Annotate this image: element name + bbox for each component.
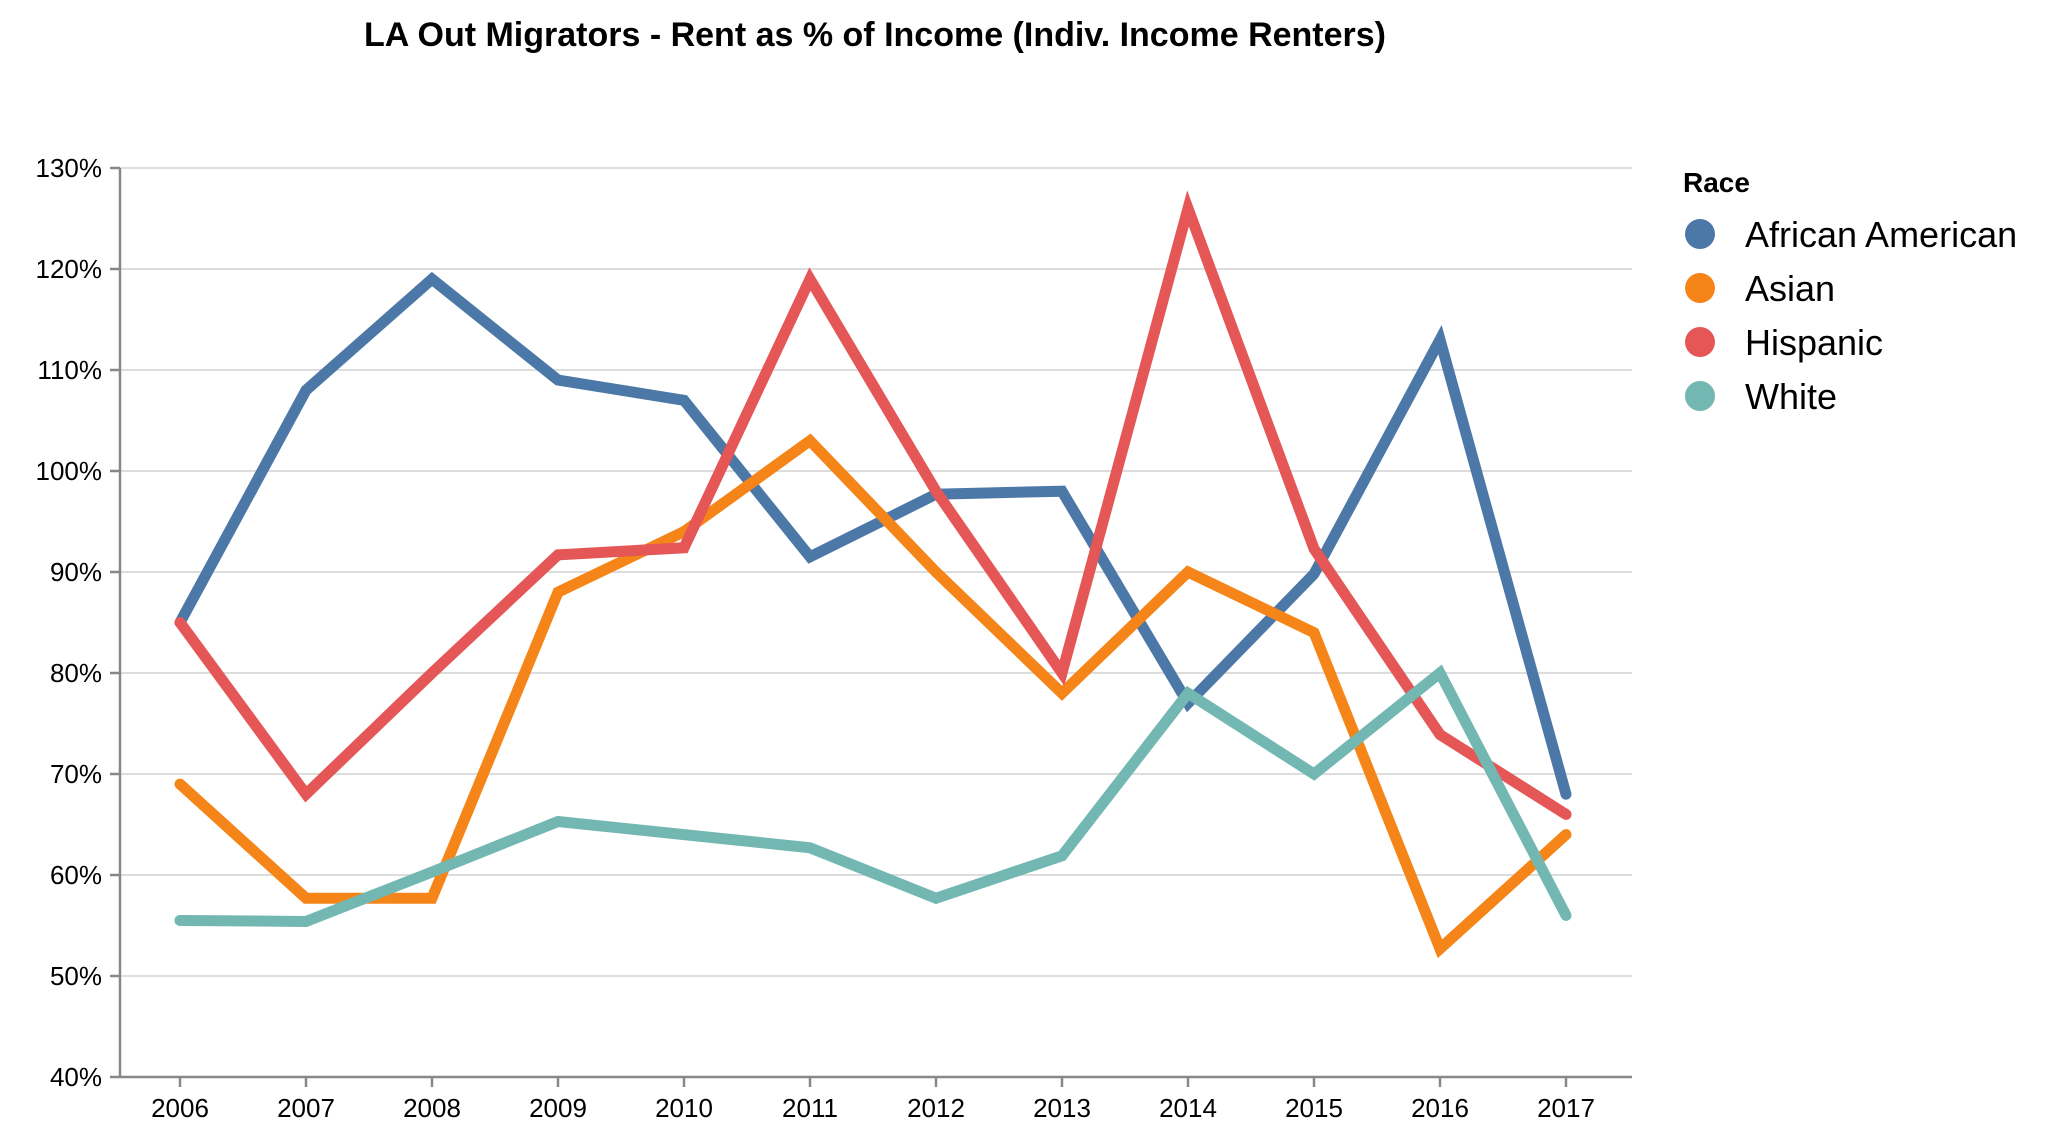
series-line-african-american bbox=[174, 271, 1572, 800]
series-line-asian bbox=[174, 433, 1572, 959]
y-tick-label: 130% bbox=[36, 153, 103, 183]
series-line-white bbox=[174, 664, 1572, 927]
y-tick-label: 80% bbox=[50, 658, 102, 688]
axes: 40% 50% 60% 70% 80% 90% 100% 110% 120% 130% 2006 20… bbox=[36, 153, 1632, 1123]
legend-swatch-hispanic bbox=[1685, 327, 1715, 357]
legend-label-asian: Asian bbox=[1745, 268, 1835, 309]
x-tick-label: 2016 bbox=[1411, 1093, 1469, 1123]
y-tick-label: 110% bbox=[37, 355, 102, 385]
legend-label-white: White bbox=[1745, 376, 1837, 417]
y-tick-label: 40% bbox=[50, 1062, 102, 1092]
y-tick-label: 60% bbox=[50, 860, 102, 890]
legend-title: Race bbox=[1683, 167, 1750, 198]
x-tick-label: 2017 bbox=[1537, 1093, 1595, 1123]
x-tick-label: 2011 bbox=[782, 1093, 838, 1123]
legend-swatch-asian bbox=[1685, 273, 1715, 303]
series-lines bbox=[174, 190, 1572, 959]
x-tick-label: 2015 bbox=[1285, 1093, 1343, 1123]
x-tick-label: 2006 bbox=[151, 1093, 209, 1123]
x-tick-label: 2008 bbox=[403, 1093, 461, 1123]
x-tick-label: 2009 bbox=[529, 1093, 587, 1123]
chart-title: LA Out Migrators - Rent as % of Income (… bbox=[364, 16, 1386, 54]
legend-swatch-african-american bbox=[1685, 219, 1715, 249]
series-line-hispanic bbox=[174, 190, 1572, 820]
x-tick-label: 2012 bbox=[907, 1093, 965, 1123]
y-tick-label: 50% bbox=[50, 961, 102, 991]
legend-swatch-white bbox=[1685, 381, 1715, 411]
y-tick-label: 100% bbox=[36, 456, 103, 486]
x-tick-label: 2013 bbox=[1033, 1093, 1091, 1123]
x-tick-label: 2007 bbox=[277, 1093, 335, 1123]
y-tick-label: 90% bbox=[50, 557, 102, 587]
y-tick-label: 70% bbox=[50, 759, 102, 789]
x-tick-label: 2014 bbox=[1159, 1093, 1217, 1123]
legend-label-hispanic: Hispanic bbox=[1745, 322, 1883, 363]
gridlines bbox=[120, 167, 1632, 977]
legend-label-african-american: African American bbox=[1745, 214, 2017, 255]
y-tick-label: 120% bbox=[36, 254, 103, 284]
legend: Race African American Asian Hispanic White bbox=[1683, 167, 2017, 417]
x-tick-label: 2010 bbox=[655, 1093, 713, 1123]
